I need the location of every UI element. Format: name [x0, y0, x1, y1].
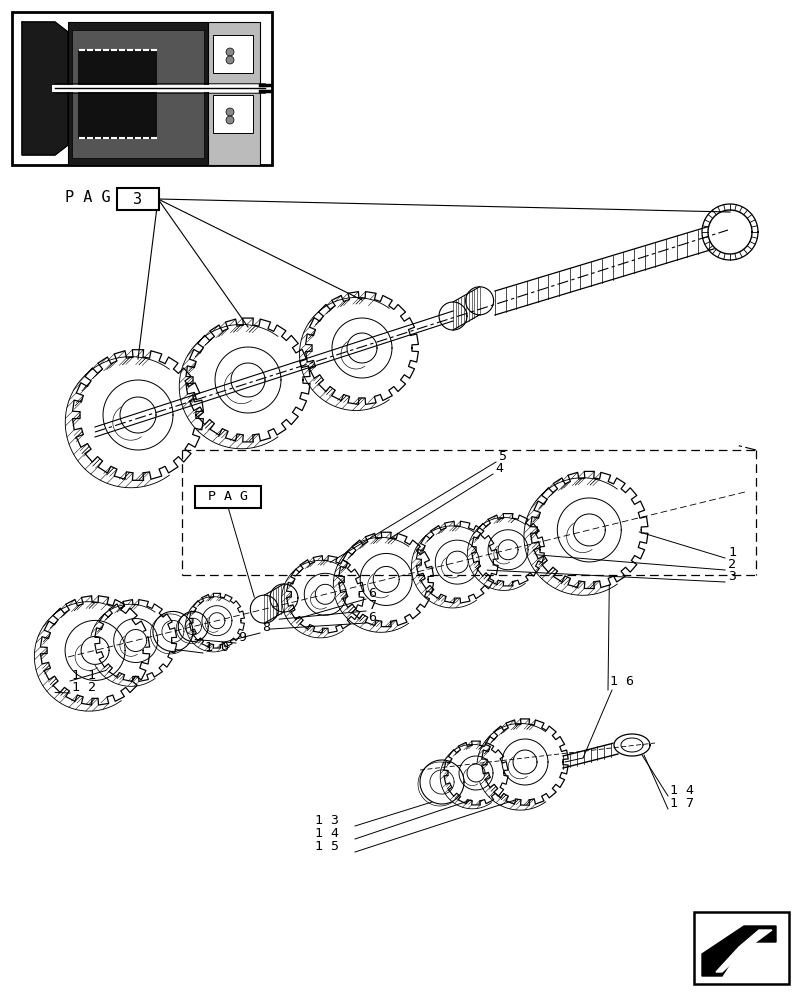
- Text: 4: 4: [495, 462, 503, 475]
- Polygon shape: [339, 532, 434, 627]
- Text: 1 1: 1 1: [72, 669, 96, 682]
- Polygon shape: [347, 333, 377, 363]
- Bar: [208, 22, 260, 165]
- Polygon shape: [716, 930, 772, 972]
- Polygon shape: [702, 926, 776, 976]
- Text: 2: 2: [728, 558, 736, 571]
- Text: 1 3: 1 3: [315, 814, 339, 827]
- Polygon shape: [73, 349, 204, 481]
- Polygon shape: [315, 584, 335, 604]
- Bar: [12, 12, 272, 165]
- Text: 1 4: 1 4: [670, 784, 694, 797]
- Polygon shape: [22, 22, 68, 155]
- Polygon shape: [420, 760, 464, 804]
- Text: 6: 6: [368, 611, 376, 624]
- Text: 1 2: 1 2: [72, 681, 96, 694]
- Text: 3: 3: [728, 570, 736, 583]
- Polygon shape: [472, 513, 545, 586]
- Polygon shape: [305, 292, 419, 404]
- Polygon shape: [179, 611, 208, 641]
- Polygon shape: [231, 363, 265, 397]
- Polygon shape: [467, 764, 485, 782]
- Bar: [78, 50, 156, 138]
- Polygon shape: [81, 636, 109, 664]
- Polygon shape: [498, 540, 518, 560]
- Polygon shape: [287, 556, 364, 633]
- Polygon shape: [513, 750, 537, 774]
- Polygon shape: [416, 521, 499, 603]
- Text: 1 7: 1 7: [670, 797, 694, 810]
- Polygon shape: [531, 471, 648, 589]
- Polygon shape: [614, 734, 650, 756]
- Bar: [213, 95, 253, 133]
- Text: P A G: P A G: [65, 190, 111, 206]
- Text: 1 4: 1 4: [315, 827, 339, 840]
- Text: 6: 6: [368, 587, 376, 600]
- Polygon shape: [708, 210, 752, 254]
- Polygon shape: [124, 630, 147, 651]
- Polygon shape: [373, 566, 399, 592]
- Polygon shape: [250, 595, 278, 623]
- Polygon shape: [120, 397, 156, 433]
- Text: 1 6: 1 6: [610, 675, 634, 688]
- Polygon shape: [446, 551, 469, 573]
- Circle shape: [226, 48, 234, 56]
- FancyBboxPatch shape: [195, 486, 261, 508]
- Bar: [213, 35, 253, 73]
- Text: P A G: P A G: [208, 490, 248, 504]
- Text: 5: 5: [498, 450, 506, 463]
- Bar: [72, 30, 204, 158]
- Text: 3: 3: [133, 192, 142, 207]
- Polygon shape: [444, 741, 508, 805]
- Polygon shape: [439, 302, 467, 330]
- FancyBboxPatch shape: [117, 188, 159, 210]
- Text: 8: 8: [262, 621, 270, 634]
- Polygon shape: [40, 596, 149, 705]
- Circle shape: [226, 56, 234, 64]
- Polygon shape: [482, 719, 568, 805]
- Polygon shape: [153, 611, 193, 651]
- Text: 1: 1: [728, 546, 736, 559]
- Polygon shape: [189, 593, 245, 648]
- Text: 1 0: 1 0: [205, 641, 229, 654]
- Polygon shape: [574, 514, 605, 546]
- Text: 7: 7: [368, 599, 376, 612]
- Polygon shape: [95, 599, 177, 682]
- Circle shape: [226, 116, 234, 124]
- Text: 1 5: 1 5: [315, 840, 339, 853]
- Circle shape: [226, 108, 234, 116]
- Polygon shape: [209, 613, 225, 629]
- Bar: [68, 22, 208, 165]
- Polygon shape: [186, 318, 310, 442]
- Text: 9: 9: [238, 631, 246, 644]
- Bar: [694, 912, 789, 984]
